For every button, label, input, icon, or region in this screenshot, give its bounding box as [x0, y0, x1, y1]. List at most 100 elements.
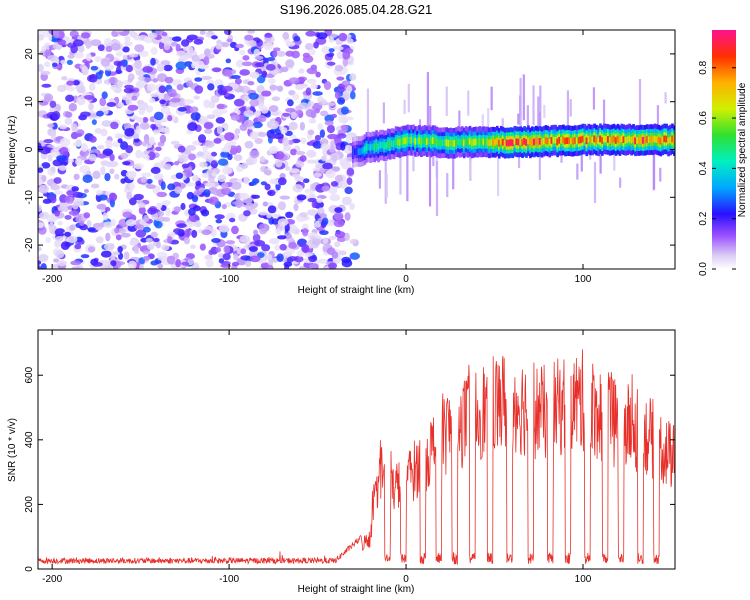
noise-cell	[69, 30, 79, 38]
snr-y-ticks: 0 200 400 600	[24, 366, 675, 572]
noise-cell	[220, 42, 230, 48]
noise-cell	[229, 217, 236, 223]
signal-cell	[618, 137, 622, 144]
noise-cell	[146, 83, 157, 92]
colorbar-tick-label: 0.4	[698, 161, 709, 175]
noise-cell	[146, 178, 153, 184]
noise-cell	[257, 132, 267, 138]
noise-cell	[170, 140, 180, 145]
noise-cell	[123, 87, 134, 94]
signal-cell	[445, 139, 448, 146]
faint-streak	[399, 141, 402, 195]
noise-cell	[104, 206, 111, 212]
noise-cell	[336, 133, 347, 139]
noise-cell	[67, 86, 75, 92]
noise-cell	[177, 145, 186, 153]
signal-cell	[673, 137, 675, 145]
noise-cell	[91, 119, 97, 126]
noise-cell	[89, 135, 97, 143]
noise-cell	[66, 190, 75, 196]
noise-cell	[230, 114, 240, 121]
noise-cell	[122, 161, 131, 166]
noise-cell	[124, 35, 131, 43]
noise-cell	[208, 196, 219, 205]
noise-cell	[263, 42, 274, 51]
faint-streak	[526, 105, 529, 135]
noise-cell	[59, 137, 71, 147]
noise-cell	[58, 165, 67, 171]
noise-cell	[142, 66, 154, 73]
noise-cell	[329, 153, 340, 162]
signal-cell	[488, 139, 491, 147]
noise-cell	[43, 93, 54, 103]
noise-cell	[114, 227, 120, 234]
signal-cell	[484, 138, 487, 146]
noise-cell	[345, 116, 354, 121]
noise-cell	[80, 111, 91, 117]
noise-cell	[340, 106, 349, 115]
noise-cell	[71, 123, 78, 131]
noise-cell	[306, 149, 317, 158]
signal-cell	[363, 146, 367, 153]
noise-cell	[142, 116, 149, 123]
noise-cell	[260, 181, 268, 186]
noise-cell	[50, 166, 56, 173]
noise-cell	[322, 237, 329, 245]
noise-cell	[127, 172, 136, 181]
noise-cell	[265, 63, 276, 71]
noise-cell	[193, 95, 200, 100]
noise-cell	[326, 102, 336, 107]
spectrogram-y-tick-label: 10	[24, 96, 35, 108]
signal-cell	[544, 137, 548, 144]
snr-frame	[37, 329, 676, 570]
noise-cell	[73, 52, 85, 59]
noise-cell	[92, 170, 101, 180]
noise-cell	[73, 173, 80, 181]
signal-cell	[375, 142, 378, 149]
noise-cell	[296, 194, 307, 201]
faint-streak	[517, 113, 520, 125]
noise-cell	[38, 177, 43, 186]
signal-cell	[566, 137, 569, 145]
noise-cell	[298, 68, 305, 74]
noise-cell	[346, 85, 353, 93]
noise-cell	[208, 249, 214, 256]
noise-cell	[117, 138, 123, 144]
spectrogram-y-tick-label: -20	[24, 237, 35, 252]
noise-cell	[271, 96, 281, 102]
noise-cell	[186, 80, 194, 88]
noise-cell	[110, 260, 117, 267]
noise-cell	[100, 166, 106, 176]
noise-cell	[222, 253, 231, 261]
noise-cell	[302, 55, 314, 63]
noise-cell	[187, 258, 195, 266]
noise-cell	[254, 55, 264, 60]
noise-cell	[337, 50, 344, 59]
signal-cell	[562, 136, 565, 144]
snr-y-tick-label: 600	[24, 366, 35, 383]
noise-cell	[56, 84, 67, 93]
signal-cell	[550, 137, 554, 144]
spectrogram-marks	[38, 30, 675, 269]
noise-cell	[143, 154, 150, 160]
signal-cell	[599, 135, 602, 143]
noise-cell	[154, 221, 163, 229]
noise-cell	[341, 259, 353, 268]
noise-cell	[43, 139, 54, 144]
signal-cell	[624, 137, 628, 144]
noise-cell	[254, 62, 266, 68]
noise-cell	[177, 106, 187, 112]
noise-cell	[38, 246, 42, 252]
signal-cell	[548, 138, 552, 146]
noise-cell	[140, 176, 147, 183]
noise-cell	[136, 117, 144, 123]
noise-cell	[178, 155, 189, 163]
faint-streak	[592, 87, 596, 110]
signal-cell	[472, 138, 476, 146]
noise-cell	[191, 62, 197, 69]
noise-cell	[159, 134, 167, 144]
noise-cell	[252, 121, 263, 129]
noise-cell	[321, 155, 327, 162]
noise-cell	[153, 238, 160, 243]
noise-cell	[180, 202, 186, 211]
